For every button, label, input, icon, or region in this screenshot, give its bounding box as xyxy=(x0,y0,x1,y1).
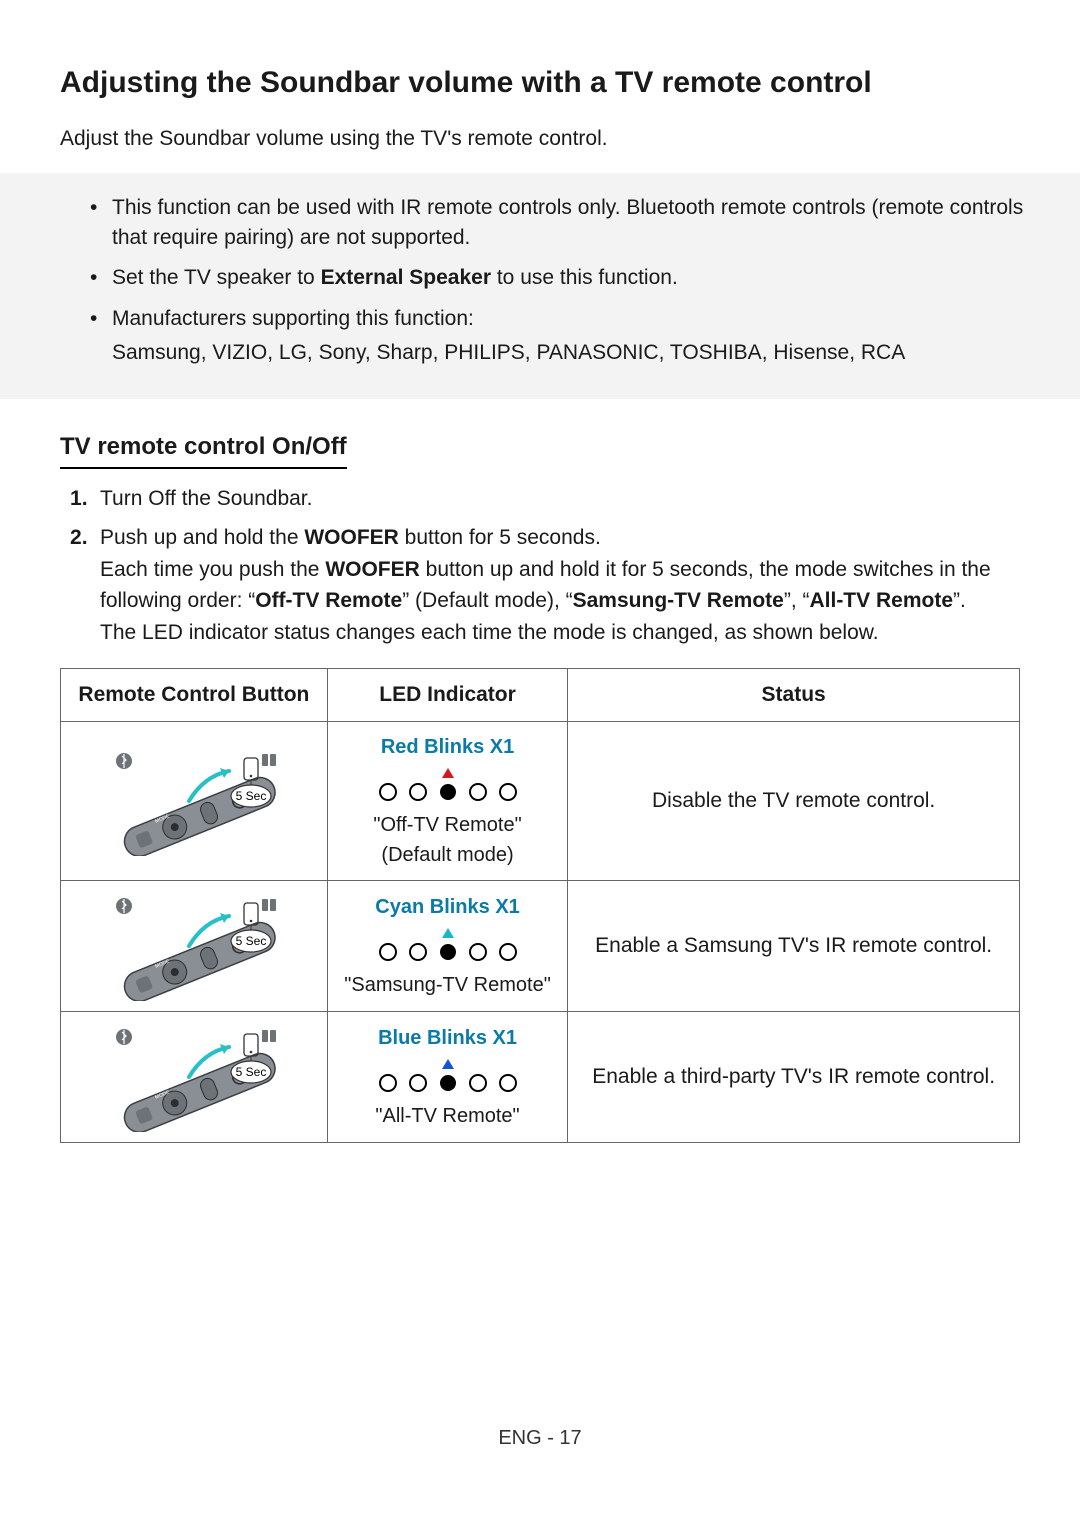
status-cell: Enable a third-party TV's IR remote cont… xyxy=(568,1011,1020,1142)
step-1: Turn Off the Soundbar. xyxy=(100,483,1020,515)
note-1: This function can be used with IR remote… xyxy=(90,193,1050,254)
led-title: Cyan Blinks X1 xyxy=(336,892,559,922)
modes-table: Remote Control Button LED Indicator Stat… xyxy=(60,668,1020,1143)
svg-text:5 Sec: 5 Sec xyxy=(236,934,267,948)
page-footer: ENG - 17 xyxy=(60,1423,1020,1453)
mode-row: SOUND MODE WOOFER 5 Sec Cyan Blinks X1 "… xyxy=(61,880,1020,1011)
intro-text: Adjust the Soundbar volume using the TV'… xyxy=(60,123,1020,155)
svg-text:5 Sec: 5 Sec xyxy=(236,789,267,803)
led-title: Red Blinks X1 xyxy=(336,732,559,762)
notes-callout: This function can be used with IR remote… xyxy=(0,173,1080,399)
remote-cell: SOUND MODE WOOFER 5 Sec xyxy=(61,1011,328,1142)
led-subcaption: (Default mode) xyxy=(336,840,559,870)
led-cell: Red Blinks X1 "Off-TV Remote"(Default mo… xyxy=(327,721,567,880)
col-led: LED Indicator xyxy=(327,669,567,722)
remote-illustration-icon: SOUND MODE WOOFER 5 Sec xyxy=(94,891,294,1001)
mode-row: SOUND MODE WOOFER 5 Sec Red Blinks X1 "O… xyxy=(61,721,1020,880)
led-caption: "Off-TV Remote" xyxy=(336,810,559,840)
step-2: Push up and hold the WOOFER button for 5… xyxy=(100,522,1020,648)
led-indicator-icon xyxy=(358,1057,538,1097)
status-cell: Disable the TV remote control. xyxy=(568,721,1020,880)
note-2: Set the TV speaker to External Speaker t… xyxy=(90,263,1050,293)
led-caption: "All-TV Remote" xyxy=(336,1101,559,1131)
remote-illustration-icon: SOUND MODE WOOFER 5 Sec xyxy=(94,1022,294,1132)
led-indicator-icon xyxy=(358,926,538,966)
section-heading: TV remote control On/Off xyxy=(60,429,347,469)
led-indicator-icon xyxy=(358,766,538,806)
col-remote: Remote Control Button xyxy=(61,669,328,722)
led-caption: "Samsung-TV Remote" xyxy=(336,970,559,1000)
mode-row: SOUND MODE WOOFER 5 Sec Blue Blinks X1 "… xyxy=(61,1011,1020,1142)
note-3: Manufacturers supporting this function: … xyxy=(90,304,1050,369)
remote-illustration-icon: SOUND MODE WOOFER 5 Sec xyxy=(94,746,294,856)
status-cell: Enable a Samsung TV's IR remote control. xyxy=(568,880,1020,1011)
remote-cell: SOUND MODE WOOFER 5 Sec xyxy=(61,880,328,1011)
led-cell: Cyan Blinks X1 "Samsung-TV Remote" xyxy=(327,880,567,1011)
remote-cell: SOUND MODE WOOFER 5 Sec xyxy=(61,721,328,880)
led-cell: Blue Blinks X1 "All-TV Remote" xyxy=(327,1011,567,1142)
col-status: Status xyxy=(568,669,1020,722)
led-title: Blue Blinks X1 xyxy=(336,1023,559,1053)
steps-list: Turn Off the Soundbar. Push up and hold … xyxy=(60,483,1020,649)
svg-text:5 Sec: 5 Sec xyxy=(236,1065,267,1079)
page-title: Adjusting the Soundbar volume with a TV … xyxy=(60,60,1020,105)
